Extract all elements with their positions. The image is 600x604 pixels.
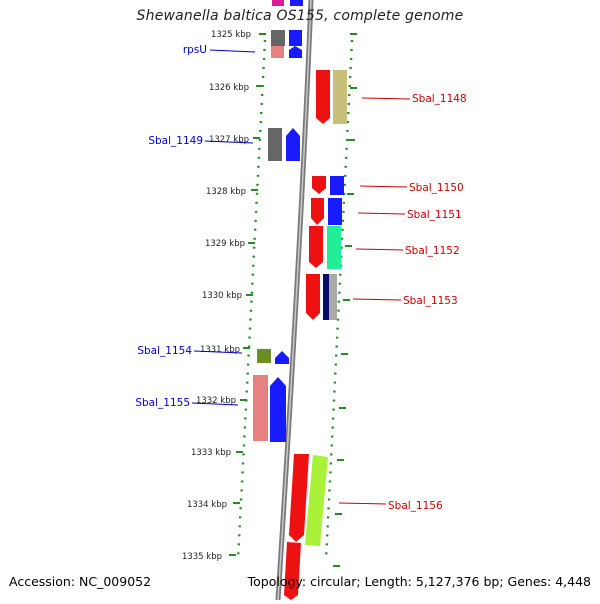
ruler-label: 1331 kbp [200, 345, 240, 355]
ruler-label: 1326 kbp [209, 83, 249, 93]
gene-block[interactable] [271, 46, 284, 58]
label-leader [355, 248, 404, 251]
left-gene-labels: rpsU Sbal_1149 Sbal_1154 Sbal_1155 [135, 44, 256, 409]
label-leader [193, 350, 243, 354]
gene-block-sbal-1150[interactable] [330, 176, 344, 195]
ruler-label: 1335 kbp [182, 552, 222, 562]
gene-label-sbal-1148[interactable]: Sbal_1148 [412, 93, 467, 105]
gene-block-sbal-1155[interactable] [253, 375, 268, 441]
topology-text: Topology: circular; Length: 5,127,376 bp… [247, 574, 591, 589]
label-leader [352, 298, 402, 301]
ruler-label: 1330 kbp [202, 291, 242, 301]
gene-block-sbal-1153-b[interactable] [329, 274, 337, 320]
gene-block-sbal-1149[interactable] [268, 128, 282, 161]
label-leader [361, 97, 411, 100]
gene-block-sbal-1151[interactable] [328, 198, 342, 225]
label-leader [204, 140, 254, 144]
gene-block[interactable] [272, 0, 284, 6]
gene-label-sbal-1149[interactable]: Sbal_1149 [148, 135, 203, 147]
gene-arrow-sbal-1149[interactable] [286, 128, 300, 161]
gene-label-sbal-1153[interactable]: Sbal_1153 [403, 295, 458, 307]
gene-arrow-sbal-1150[interactable] [312, 176, 326, 194]
ruler-ticks [229, 33, 357, 567]
gene-block-sbal-1148[interactable] [333, 70, 347, 124]
gene-arrow[interactable] [289, 30, 302, 46]
genome-axis-highlight [277, 0, 312, 601]
gene-label-sbal-1156[interactable]: Sbal_1156 [388, 500, 443, 512]
gene-arrow-sbal-1152[interactable] [309, 226, 323, 268]
label-leader [359, 185, 408, 188]
label-leader [191, 402, 239, 406]
left-outer-guide [236, 39, 267, 561]
gene-label-sbal-1154[interactable]: Sbal_1154 [137, 345, 192, 357]
right-outer-guide [324, 39, 354, 561]
gene-arrow-sbal-1155[interactable] [270, 377, 286, 442]
ruler-label: 1329 kbp [205, 239, 245, 249]
ruler-labels: 1325 kbp 1326 kbp 1327 kbp 1328 kbp 1329… [182, 30, 251, 562]
ruler-label: 1327 kbp [209, 135, 249, 145]
gene-arrow-sbal-1154[interactable] [275, 351, 289, 364]
gene-label-rpsu[interactable]: rpsU [183, 44, 207, 56]
label-leader [338, 502, 387, 505]
gene-block-sbal-1153[interactable] [323, 274, 329, 320]
ruler-label: 1328 kbp [206, 187, 246, 197]
label-leader [209, 49, 256, 53]
ruler-label: 1334 kbp [187, 500, 227, 510]
ruler-label: 1332 kbp [196, 396, 236, 406]
map-title: Shewanella baltica OS155, complete genom… [136, 8, 464, 24]
gene-arrow-sbal-1153[interactable] [306, 274, 320, 320]
gene-arrow-sbal-1148[interactable] [316, 70, 330, 124]
ruler-label: 1325 kbp [211, 30, 251, 40]
ruler-label: 1333 kbp [191, 448, 231, 458]
gene-block[interactable] [290, 0, 303, 6]
gene-arrow[interactable] [289, 46, 302, 58]
gene-block-sbal-1156[interactable] [305, 455, 328, 546]
track-guides [236, 39, 354, 561]
gene-block-sbal-1154[interactable] [257, 349, 271, 363]
gene-label-sbal-1150[interactable]: Sbal_1150 [409, 182, 464, 194]
gene-label-sbal-1151[interactable]: Sbal_1151 [407, 209, 462, 221]
gene-arrow-sbal-1156[interactable] [289, 454, 309, 542]
accession-text: Accession: NC_009052 [9, 574, 152, 589]
label-leader [357, 212, 406, 215]
right-gene-labels: Sbal_1148 Sbal_1150 Sbal_1151 Sbal_1152 … [338, 93, 467, 512]
gene-block-sbal-1152[interactable] [327, 226, 341, 269]
gene-block[interactable] [271, 30, 285, 46]
gene-label-sbal-1155[interactable]: Sbal_1155 [135, 397, 190, 409]
gene-arrow-sbal-1151[interactable] [311, 198, 324, 225]
gene-blocks [253, 0, 347, 600]
gene-label-sbal-1152[interactable]: Sbal_1152 [405, 245, 460, 257]
gene-arrow[interactable] [284, 542, 301, 600]
